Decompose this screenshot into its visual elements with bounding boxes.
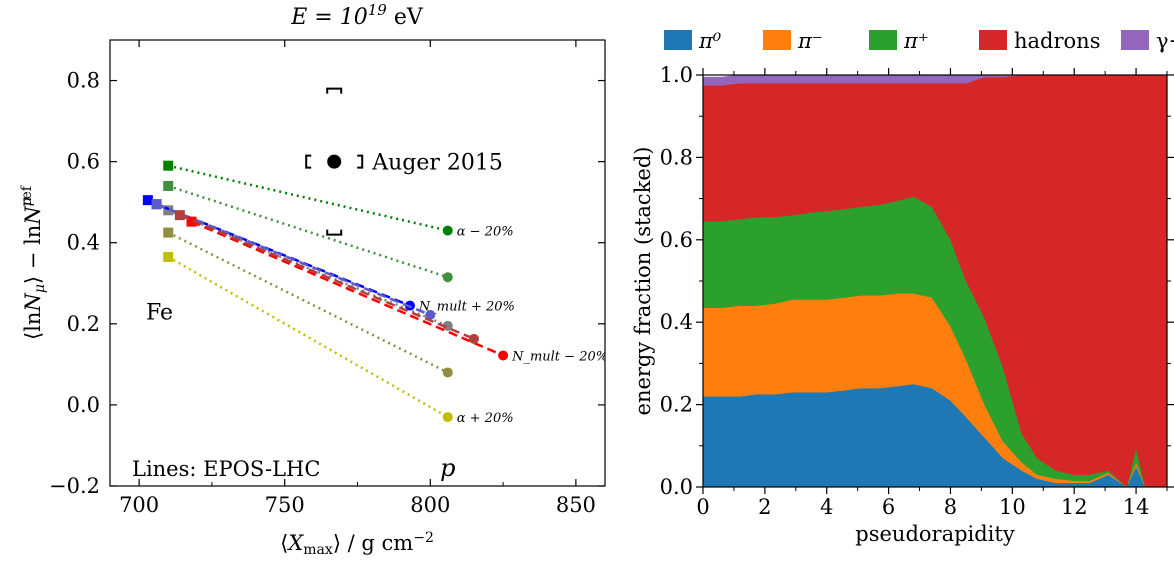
left-plot-frame <box>109 39 606 487</box>
series-line <box>167 184 449 279</box>
auger-label: Auger 2015 <box>371 151 503 176</box>
series-label: N_mult − 20% <box>511 349 608 364</box>
legend-swatch <box>1121 30 1149 50</box>
iron-marker <box>163 251 174 262</box>
left-chart-title: E = 1019 eV <box>290 1 424 30</box>
auger-sys-bracket-bottom <box>326 229 343 236</box>
iron-marker <box>174 210 185 221</box>
y-tick-label: 0.2 <box>660 393 693 417</box>
proton-marker <box>442 272 453 283</box>
auger-sys-bracket-top <box>326 87 343 94</box>
proton-marker <box>425 309 436 320</box>
x-tick-label: 850 <box>556 493 596 517</box>
y-tick-label: 0.0 <box>660 475 693 499</box>
x-tick-label: 12 <box>1061 495 1088 519</box>
iron-marker <box>163 205 174 216</box>
proton-marker <box>442 412 453 423</box>
x-tick-label: 14 <box>1123 495 1150 519</box>
right-plot-area <box>703 75 1167 487</box>
y-tick-label: −0.2 <box>49 474 100 498</box>
left-chart: E = 1019 eV α − 20% α + 20% N_mult + 20% N_… <box>19 1 608 558</box>
iron-marker <box>151 199 162 210</box>
right-x-axis-label: pseudorapidity <box>855 522 1015 546</box>
series-label: α + 20% <box>457 411 514 426</box>
iron-label: Fe <box>146 301 173 326</box>
right-y-axis-label: energy fraction (stacked) <box>631 147 655 416</box>
right-axes: 0 2 4 6 8 10 12 14 0.0 0.2 0.4 0.6 0.8 1.0 <box>660 63 1174 519</box>
series-label: α − 20% <box>457 225 514 240</box>
model-label: Lines: EPOS-LHC <box>132 457 320 481</box>
iron-marker <box>163 227 174 238</box>
proton-label: p <box>440 454 455 482</box>
x-tick-label: 10 <box>999 495 1026 519</box>
series-line <box>156 203 431 317</box>
proton-marker <box>498 350 509 361</box>
legend-swatch <box>979 30 1007 50</box>
proton-marker <box>442 320 453 331</box>
iron-marker <box>142 195 153 206</box>
legend-label: π⁺ <box>903 29 929 53</box>
x-tick-label: 750 <box>265 493 305 517</box>
x-tick-label: 700 <box>119 493 159 517</box>
legend-swatch <box>664 30 692 50</box>
proton-marker <box>442 225 453 236</box>
proton-marker <box>442 367 453 378</box>
series-line <box>179 214 475 340</box>
series-line <box>167 231 449 374</box>
auger-sys-bracket-left <box>305 154 312 169</box>
legend-label: π⁻ <box>797 29 823 53</box>
x-tick-label: 6 <box>882 495 895 519</box>
x-tick-label: 0 <box>696 495 709 519</box>
left-plot-area: α − 20% α + 20% N_mult + 20% N_mult − 20% Au… <box>132 87 608 482</box>
auger-point <box>327 154 342 169</box>
proton-marker <box>468 333 479 344</box>
series-line <box>191 220 504 357</box>
series-line <box>167 255 449 419</box>
y-tick-label: 0.0 <box>67 393 100 417</box>
y-tick-label: 0.4 <box>67 231 100 255</box>
legend-label: π⁰ <box>698 29 722 53</box>
right-chart: π⁰ π⁻ π⁺ hadrons γ+leptons 0 2 4 6 8 10 12 14 0.0 0.2… <box>631 29 1174 546</box>
x-tick-label: 8 <box>944 495 957 519</box>
series-label: N_mult + 20% <box>418 300 515 315</box>
x-tick-label: 4 <box>820 495 833 519</box>
y-tick-label: 0.2 <box>67 312 100 336</box>
iron-marker <box>163 160 174 171</box>
iron-marker <box>163 180 174 191</box>
y-tick-label: 0.8 <box>67 69 100 93</box>
left-axes: 700 750 800 850 −0.2 0.0 0.2 0.4 0.6 0.8 <box>49 40 605 517</box>
legend-swatch <box>763 30 791 50</box>
legend-label: γ+leptons <box>1156 29 1174 53</box>
left-x-axis-label: ⟨Xmax⟩ / g cm−2 <box>280 530 434 558</box>
auger-sys-bracket-right <box>357 154 364 169</box>
y-tick-label: 1.0 <box>660 63 693 87</box>
y-tick-label: 0.8 <box>660 145 693 169</box>
area-γ+leptons <box>703 75 1167 86</box>
x-tick-label: 800 <box>410 493 450 517</box>
iron-marker <box>186 216 197 227</box>
x-tick-label: 2 <box>758 495 771 519</box>
y-tick-label: 0.4 <box>660 310 693 334</box>
y-tick-label: 0.6 <box>67 150 100 174</box>
left-y-axis-label: ⟨lnNμ⟩ − lnNμref <box>19 184 48 340</box>
legend-label: hadrons <box>1014 29 1100 53</box>
y-tick-label: 0.6 <box>660 228 693 252</box>
series-line <box>167 209 449 328</box>
legend: π⁰ π⁻ π⁺ hadrons γ+leptons <box>664 29 1174 53</box>
legend-swatch <box>869 30 897 50</box>
